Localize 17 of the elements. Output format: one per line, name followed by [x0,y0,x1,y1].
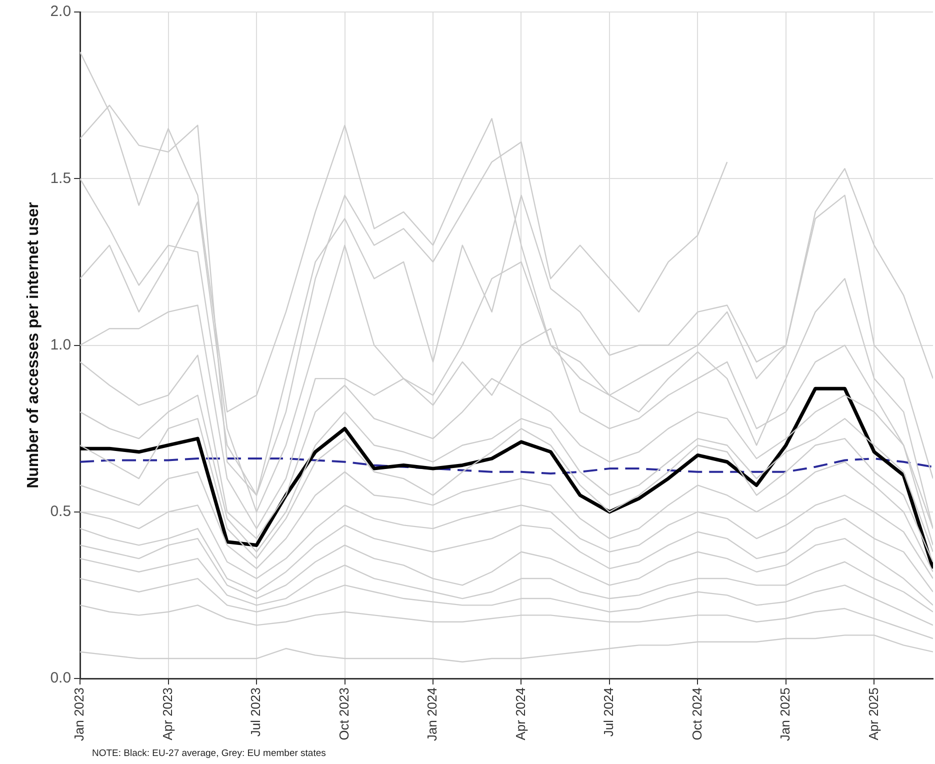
y-tick-label: 1.5 [50,170,72,187]
x-tick-label: Oct 2024 [689,688,704,740]
x-tick-label: Apr 2024 [512,688,528,740]
y-tick-label: 0.0 [50,670,72,687]
x-tick-label: Apr 2023 [160,688,175,740]
text: NOTE: Black: EU-27 average, Grey: EU member states [92,748,326,759]
x-tick-label: Jan 2023 [72,688,87,742]
x-tick-label: Apr 2025 [866,688,881,740]
x-tick-label: Jan 2024 [424,688,440,742]
x-tick-label: Oct 2023 [336,688,352,740]
x-tick-label: Jan 2025 [778,688,793,742]
y-tick-label: 0.5 [50,503,72,520]
y-axis-title: Number of accesses per internet user [25,202,42,488]
x-tick-label: Jul 2024 [601,688,616,737]
y-tick-label: 2.0 [50,3,72,20]
y-tick-label: 1.0 [50,336,72,354]
x-tick-label: Jul 2023 [248,688,264,737]
